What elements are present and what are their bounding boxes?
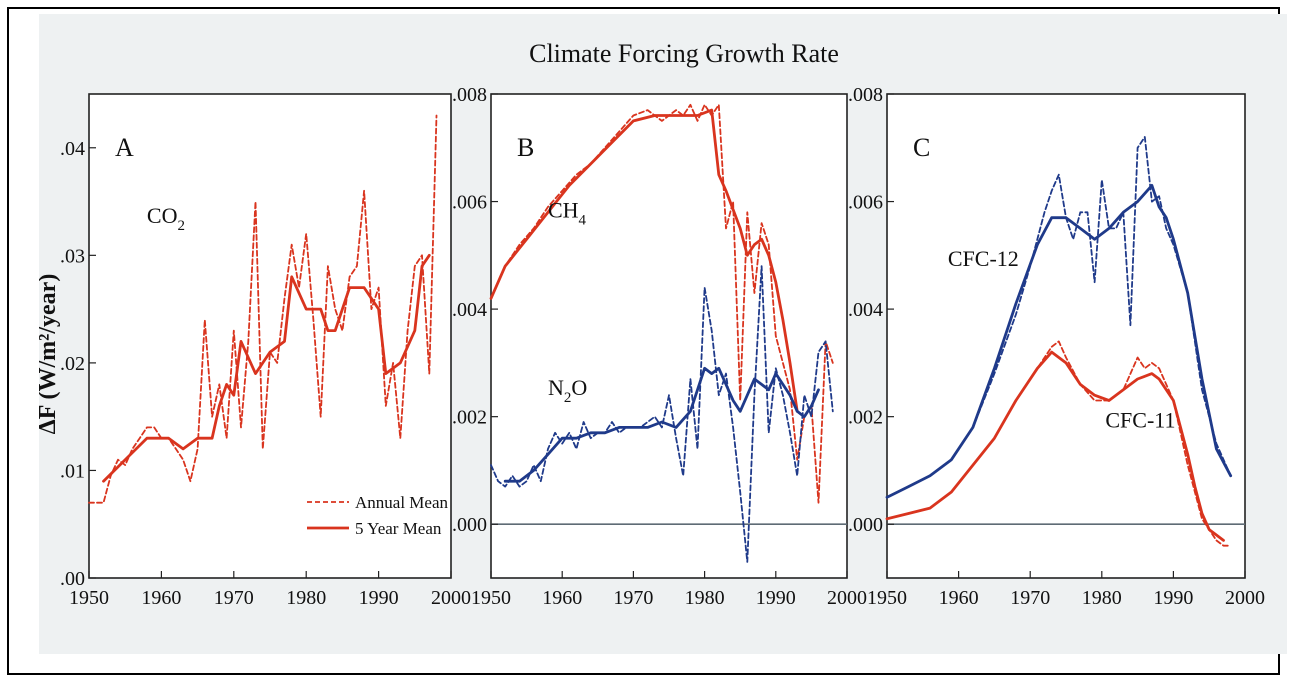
panel-a: 1950 1960 1970 1980 1990 2000 .00 .01 .02 .03 .04 A…	[60, 93, 471, 609]
panel-letter: A	[115, 133, 134, 162]
y-tick-label: .008	[848, 84, 883, 106]
x-tick-label: 1970	[1010, 587, 1050, 609]
x-tick-label: 2000	[1225, 587, 1265, 609]
x-tick-label: 2000	[431, 587, 471, 609]
page-frame: Climate Forcing Growth Rate ΔF (W/m²/yea…	[7, 7, 1287, 675]
legend-annual-label: Annual Mean	[355, 493, 449, 512]
panel-c: 1950 1960 1970 1980 1990 2000 .000 .002 .004 .006…	[848, 84, 1265, 609]
y-tick-label: .006	[452, 192, 487, 214]
panel-letter: C	[913, 133, 930, 162]
figure: Climate Forcing Growth Rate ΔF (W/m²/yea…	[39, 14, 1287, 654]
x-tick-label: 1950	[69, 587, 109, 609]
x-tick-label: 1980	[1082, 587, 1122, 609]
legend: Annual Mean 5 Year Mean	[307, 493, 449, 538]
plot-area	[886, 93, 1246, 579]
y-tick-label: .04	[60, 138, 85, 160]
series-line	[490, 265, 834, 563]
climate-forcing-figure: Climate Forcing Growth Rate ΔF (W/m²/yea…	[39, 39, 1265, 609]
y-tick-label: .01	[60, 460, 85, 482]
plot-area	[88, 93, 452, 579]
y-tick-label: .00	[60, 568, 85, 590]
panel-letter: B	[517, 133, 534, 162]
y-tick-label: .004	[848, 299, 883, 321]
series-annotation: CFC-11	[1105, 407, 1175, 432]
y-tick-label: .008	[452, 84, 487, 106]
x-tick-label: 1960	[542, 587, 582, 609]
y-tick-label: .000	[452, 514, 487, 536]
panel-b: 1950 1960 1970 1980 1990 2000 .000 .002 .004 .006…	[452, 84, 867, 609]
x-tick-label: 1970	[214, 587, 254, 609]
series-line	[503, 366, 820, 483]
x-tick-label: 1980	[685, 587, 725, 609]
legend-five-year-label: 5 Year Mean	[355, 519, 442, 538]
y-tick-label: .002	[848, 407, 883, 429]
x-tick-label: 1960	[939, 587, 979, 609]
y-tick-label: .02	[60, 353, 85, 375]
y-tick-label: .006	[848, 192, 883, 214]
figure-title: Climate Forcing Growth Rate	[529, 39, 839, 68]
y-tick-label: .002	[452, 407, 487, 429]
plot-area	[490, 93, 848, 579]
y-tick-label: .004	[452, 299, 487, 321]
x-tick-label: 1950	[471, 587, 511, 609]
y-axis-label: ΔF (W/m²/year)	[39, 274, 61, 435]
x-tick-label: 1980	[286, 587, 326, 609]
series-line	[88, 114, 438, 504]
y-tick-label: .03	[60, 245, 85, 267]
series-annotation: CFC-12	[948, 246, 1019, 271]
y-tick-label: .000	[848, 514, 883, 536]
series-line	[102, 253, 431, 483]
series-line	[489, 108, 799, 413]
series-line	[885, 350, 1225, 542]
x-tick-label: 2000	[827, 587, 867, 609]
series-line	[886, 136, 1232, 499]
x-tick-label: 1960	[141, 587, 181, 609]
x-tick-label: 1990	[756, 587, 796, 609]
series-line	[885, 183, 1233, 499]
panels: 1950 1960 1970 1980 1990 2000 .00 .01 .02 .03 .04 A…	[60, 84, 1265, 609]
x-tick-label: 1950	[867, 587, 907, 609]
x-tick-label: 1990	[1153, 587, 1193, 609]
x-tick-label: 1970	[613, 587, 653, 609]
x-tick-label: 1990	[359, 587, 399, 609]
